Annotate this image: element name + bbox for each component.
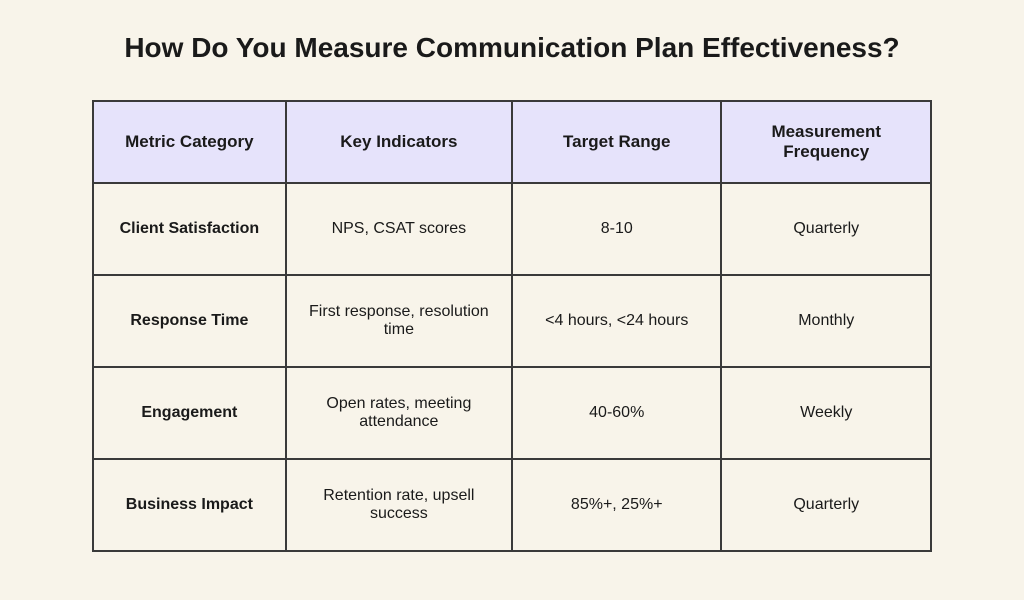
- cell-target: 8-10: [512, 183, 722, 275]
- cell-frequency: Quarterly: [721, 459, 931, 551]
- table-row: Client Satisfaction NPS, CSAT scores 8-1…: [93, 183, 931, 275]
- metrics-table-wrap: Metric Category Key Indicators Target Ra…: [92, 100, 932, 552]
- cell-indicators: First response, resolution time: [286, 275, 512, 367]
- table-row: Engagement Open rates, meeting attendanc…: [93, 367, 931, 459]
- col-header-target: Target Range: [512, 101, 722, 183]
- cell-frequency: Weekly: [721, 367, 931, 459]
- cell-category: Client Satisfaction: [93, 183, 286, 275]
- cell-indicators: Retention rate, upsell success: [286, 459, 512, 551]
- cell-category: Business Impact: [93, 459, 286, 551]
- cell-indicators: Open rates, meeting attendance: [286, 367, 512, 459]
- table-row: Response Time First response, resolution…: [93, 275, 931, 367]
- cell-category: Response Time: [93, 275, 286, 367]
- col-header-frequency: Measurement Frequency: [721, 101, 931, 183]
- page-title: How Do You Measure Communication Plan Ef…: [124, 32, 899, 64]
- cell-frequency: Quarterly: [721, 183, 931, 275]
- cell-target: 40-60%: [512, 367, 722, 459]
- cell-indicators: NPS, CSAT scores: [286, 183, 512, 275]
- metrics-table: Metric Category Key Indicators Target Ra…: [92, 100, 932, 552]
- cell-target: 85%+, 25%+: [512, 459, 722, 551]
- table-header-row: Metric Category Key Indicators Target Ra…: [93, 101, 931, 183]
- col-header-category: Metric Category: [93, 101, 286, 183]
- col-header-indicators: Key Indicators: [286, 101, 512, 183]
- cell-frequency: Monthly: [721, 275, 931, 367]
- cell-target: <4 hours, <24 hours: [512, 275, 722, 367]
- table-row: Business Impact Retention rate, upsell s…: [93, 459, 931, 551]
- cell-category: Engagement: [93, 367, 286, 459]
